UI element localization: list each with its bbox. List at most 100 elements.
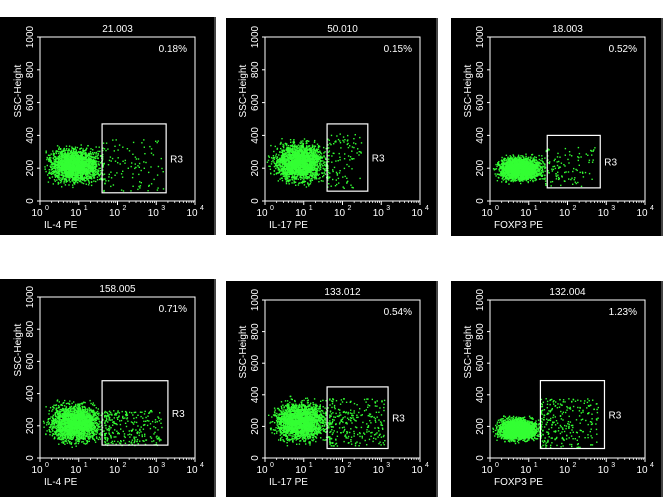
data-point: [134, 421, 136, 423]
data-point: [99, 178, 101, 181]
data-point: [52, 163, 54, 166]
data-point: [78, 411, 80, 414]
y-tick-label: 800: [25, 61, 36, 78]
data-point: [75, 436, 78, 438]
data-point: [76, 436, 78, 439]
data-point: [79, 150, 82, 153]
data-point: [112, 421, 114, 423]
data-point: [102, 165, 104, 167]
data-point: [67, 423, 69, 425]
data-point: [104, 178, 106, 180]
data-point: [63, 163, 65, 165]
data-point: [151, 420, 154, 423]
data-point: [67, 176, 69, 178]
data-point: [68, 148, 70, 151]
data-point: [64, 165, 66, 168]
data-point: [91, 166, 93, 168]
data-point: [71, 164, 74, 166]
data-point: [86, 164, 88, 166]
data-point: [73, 411, 76, 413]
data-point: [143, 413, 146, 415]
data-point: [103, 173, 106, 175]
data-point: [58, 168, 61, 170]
data-point: [53, 159, 55, 161]
data-point: [92, 153, 95, 156]
data-point: [74, 166, 76, 169]
data-point: [84, 413, 86, 416]
data-point: [75, 181, 77, 183]
data-point: [99, 150, 101, 153]
data-point: [119, 420, 121, 422]
data-point: [155, 140, 157, 142]
data-point: [84, 433, 86, 435]
data-point: [73, 178, 75, 180]
data-point: [134, 167, 136, 170]
data-point: [82, 150, 85, 152]
data-point: [69, 431, 71, 433]
data-point: [51, 176, 54, 178]
data-point: [76, 420, 78, 422]
data-point: [96, 179, 99, 181]
data-point: [93, 180, 95, 182]
data-point: [74, 430, 76, 432]
data-point: [59, 164, 61, 166]
data-point: [82, 438, 84, 441]
data-point: [95, 166, 97, 168]
x-tick-label: 10: [31, 208, 43, 219]
data-point: [107, 164, 110, 166]
data-point: [82, 160, 84, 163]
data-point: [137, 414, 139, 416]
data-point: [56, 400, 58, 402]
data-point: [56, 157, 58, 159]
data-point: [67, 168, 70, 171]
data-point: [79, 160, 81, 162]
data-point: [69, 433, 72, 435]
data-point: [54, 173, 57, 176]
data-point: [62, 157, 64, 159]
data-point: [76, 178, 78, 181]
data-point: [59, 152, 61, 154]
data-point: [96, 155, 98, 157]
data-point: [117, 418, 119, 420]
data-point: [65, 149, 67, 151]
data-point: [73, 165, 76, 168]
data-point: [72, 177, 74, 179]
data-point: [77, 177, 79, 179]
data-point: [86, 441, 89, 444]
data-point: [55, 157, 57, 159]
data-point: [72, 166, 75, 168]
data-point: [117, 416, 120, 418]
data-point: [53, 165, 56, 167]
data-point: [52, 430, 54, 432]
data-point: [72, 408, 74, 410]
data-point: [75, 168, 77, 170]
data-point: [72, 429, 74, 432]
data-point: [50, 164, 52, 166]
data-point: [92, 151, 94, 154]
data-point: [122, 146, 124, 148]
data-point: [60, 424, 63, 427]
data-point: [59, 416, 61, 418]
data-point: [72, 147, 75, 150]
data-point: [70, 176, 72, 178]
data-point: [104, 422, 106, 424]
data-point: [90, 184, 93, 187]
data-point: [77, 430, 79, 432]
data-point: [140, 431, 142, 433]
data-point: [81, 437, 83, 440]
data-point: [91, 168, 93, 170]
data-point: [62, 440, 64, 443]
data-point: [51, 172, 53, 174]
data-point: [82, 172, 85, 174]
data-point: [146, 419, 149, 422]
data-point: [52, 414, 54, 416]
data-point: [72, 421, 74, 423]
data-point: [65, 411, 67, 413]
data-point: [94, 414, 96, 416]
data-point: [64, 414, 67, 416]
data-point: [68, 158, 70, 160]
data-point: [69, 171, 71, 174]
data-point: [57, 175, 59, 177]
data-point: [71, 438, 74, 440]
data-point: [129, 411, 131, 414]
